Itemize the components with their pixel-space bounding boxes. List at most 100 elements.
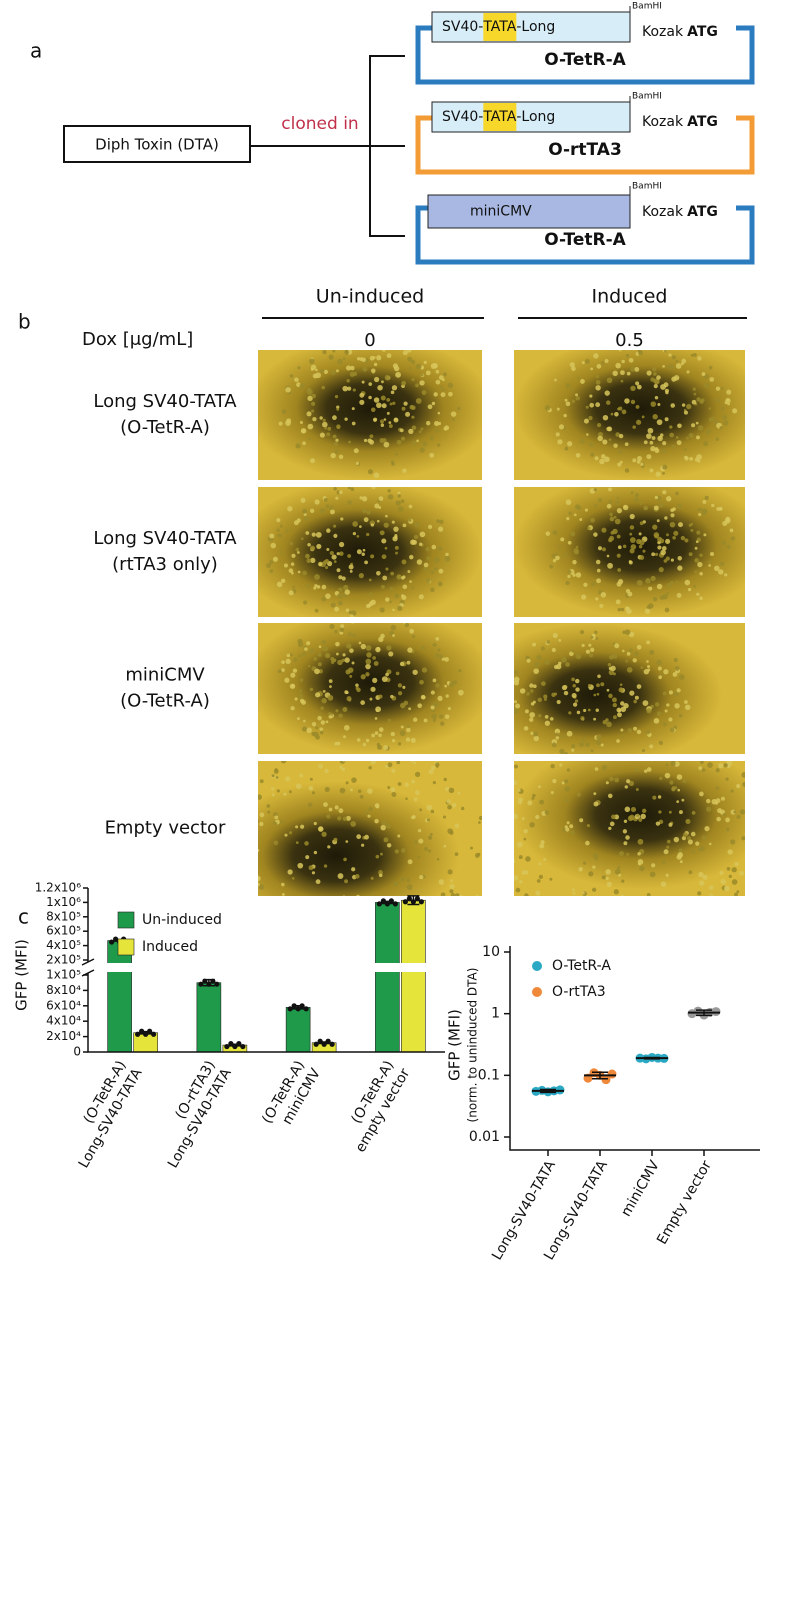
cell xyxy=(666,592,669,595)
cell xyxy=(655,906,659,910)
cell xyxy=(280,578,286,584)
cell xyxy=(413,717,418,722)
cell xyxy=(517,841,523,848)
cell xyxy=(489,791,493,795)
cell xyxy=(604,359,609,363)
cell xyxy=(297,570,301,574)
cell xyxy=(517,788,521,792)
cell xyxy=(616,755,622,761)
cell xyxy=(627,728,633,734)
cell xyxy=(543,697,547,701)
cell xyxy=(503,815,507,819)
cell xyxy=(365,811,369,815)
cell xyxy=(500,772,503,775)
cell xyxy=(237,794,241,798)
replicate-dot xyxy=(228,1040,234,1047)
legend-label: O-TetR-A xyxy=(552,958,611,974)
cell xyxy=(577,376,581,380)
cell xyxy=(380,824,386,831)
cell xyxy=(405,797,408,800)
replicate-dot xyxy=(236,1040,242,1047)
cell xyxy=(549,877,553,881)
cell xyxy=(676,688,681,693)
cell xyxy=(233,875,236,878)
replicate-dot xyxy=(321,1041,327,1047)
cell xyxy=(609,516,615,522)
cell xyxy=(433,567,438,571)
cell xyxy=(675,491,679,496)
cell xyxy=(335,709,339,713)
cell xyxy=(270,542,277,549)
cell xyxy=(671,355,676,360)
cell xyxy=(375,854,380,859)
cell xyxy=(323,864,328,868)
cell xyxy=(703,533,707,537)
cell xyxy=(559,748,565,754)
cell xyxy=(608,669,614,676)
cell xyxy=(616,707,622,713)
cell xyxy=(695,540,699,544)
cell xyxy=(662,691,667,696)
cell xyxy=(418,838,424,844)
cell xyxy=(400,876,405,882)
cell xyxy=(514,764,519,769)
cell xyxy=(378,694,383,699)
replicate-dot xyxy=(287,1006,293,1012)
cell xyxy=(310,545,316,551)
cell xyxy=(526,900,531,905)
cell xyxy=(342,706,348,712)
cell xyxy=(367,814,371,818)
cell xyxy=(402,685,406,689)
cell xyxy=(430,587,435,593)
cell xyxy=(355,341,360,346)
start-codon: ATG xyxy=(687,204,718,220)
cell xyxy=(576,710,581,715)
cell xyxy=(435,919,438,922)
cell xyxy=(400,725,404,729)
cell xyxy=(443,844,447,848)
error-bar xyxy=(696,1009,712,1017)
cell xyxy=(639,555,645,561)
cell xyxy=(278,421,283,426)
cell xyxy=(368,899,371,902)
cell xyxy=(621,409,627,415)
cell xyxy=(304,647,308,651)
cell xyxy=(346,378,350,383)
cell xyxy=(236,802,239,805)
cell xyxy=(285,658,291,664)
cell xyxy=(624,806,631,813)
cell xyxy=(595,708,599,712)
cell xyxy=(550,790,554,795)
cell xyxy=(659,776,663,781)
cell xyxy=(419,380,425,386)
cell xyxy=(657,435,663,442)
cell xyxy=(328,715,333,719)
cell xyxy=(364,952,369,957)
cell xyxy=(386,645,392,651)
cell xyxy=(358,572,364,579)
cell xyxy=(426,804,433,811)
cell xyxy=(721,915,724,918)
cell xyxy=(352,521,358,527)
cell xyxy=(616,508,622,514)
cell xyxy=(347,632,352,637)
cell xyxy=(395,371,401,378)
cell xyxy=(289,541,294,546)
cell xyxy=(586,433,589,436)
cell xyxy=(328,679,333,683)
cell xyxy=(606,688,610,692)
cell xyxy=(300,497,306,503)
cell xyxy=(306,584,311,589)
cell xyxy=(464,908,467,911)
cell xyxy=(325,654,329,657)
cell xyxy=(229,842,234,847)
cell xyxy=(345,815,351,821)
cell xyxy=(225,884,228,887)
cell xyxy=(600,743,604,747)
cell xyxy=(430,363,437,369)
cell xyxy=(385,672,389,677)
cell xyxy=(702,500,707,504)
cell xyxy=(596,683,600,688)
cell xyxy=(275,935,280,940)
cell xyxy=(695,841,700,846)
